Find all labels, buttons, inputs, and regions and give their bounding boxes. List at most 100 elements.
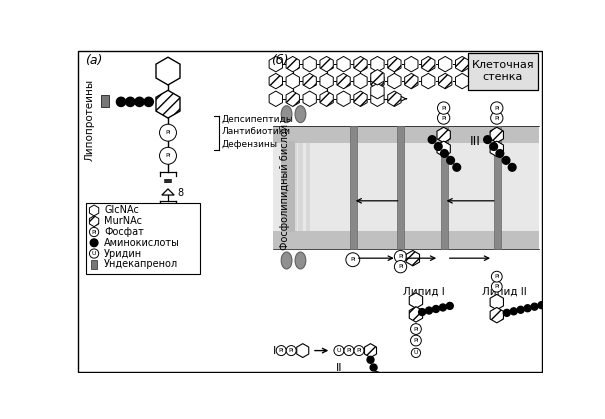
Text: Клеточная
стенка: Клеточная стенка [472, 60, 534, 82]
Circle shape [90, 249, 99, 258]
Polygon shape [523, 73, 537, 89]
Circle shape [517, 306, 524, 313]
Text: Pi: Pi [289, 348, 294, 353]
Circle shape [144, 97, 154, 106]
Circle shape [446, 303, 453, 309]
Polygon shape [296, 344, 309, 357]
Polygon shape [354, 73, 367, 89]
Circle shape [90, 228, 99, 237]
Text: Pi: Pi [278, 348, 284, 353]
Polygon shape [489, 73, 503, 89]
Polygon shape [506, 73, 520, 89]
Text: Депсипептиды: Депсипептиды [221, 115, 293, 124]
Polygon shape [437, 141, 450, 157]
FancyBboxPatch shape [468, 53, 538, 90]
Circle shape [439, 304, 446, 311]
Polygon shape [156, 57, 180, 85]
Circle shape [491, 102, 503, 114]
Circle shape [394, 261, 407, 273]
Circle shape [440, 150, 448, 157]
Circle shape [491, 112, 503, 124]
Polygon shape [354, 91, 367, 106]
Circle shape [490, 143, 497, 150]
Circle shape [428, 136, 436, 143]
Bar [273, 143, 539, 231]
Text: Pi: Pi [356, 348, 362, 353]
Text: Pi: Pi [413, 326, 419, 331]
Polygon shape [337, 73, 350, 89]
Polygon shape [371, 83, 384, 99]
Text: II: II [336, 362, 342, 372]
Circle shape [411, 335, 421, 346]
Text: U: U [92, 251, 96, 256]
Circle shape [453, 163, 460, 171]
Circle shape [346, 253, 360, 266]
Circle shape [394, 251, 407, 263]
Polygon shape [269, 73, 283, 89]
Polygon shape [354, 57, 367, 72]
Circle shape [502, 157, 510, 164]
Text: Pi: Pi [346, 348, 352, 353]
Circle shape [491, 271, 502, 282]
Polygon shape [439, 73, 452, 89]
Polygon shape [337, 91, 350, 106]
Polygon shape [371, 70, 384, 85]
Bar [91, 260, 97, 269]
Bar [397, 126, 404, 249]
Polygon shape [388, 57, 401, 72]
Text: Pi: Pi [441, 116, 446, 121]
Polygon shape [405, 57, 418, 72]
Circle shape [126, 97, 135, 106]
Polygon shape [388, 73, 401, 89]
Text: Дефензины: Дефензины [221, 140, 277, 149]
Circle shape [286, 346, 296, 356]
Polygon shape [371, 91, 384, 106]
Polygon shape [286, 73, 299, 89]
Bar [440, 126, 448, 249]
Bar [284, 143, 289, 231]
Polygon shape [439, 57, 452, 72]
Polygon shape [269, 57, 283, 72]
Polygon shape [320, 73, 333, 89]
Text: U: U [414, 350, 418, 355]
Circle shape [334, 346, 344, 356]
Polygon shape [269, 91, 283, 106]
Circle shape [160, 124, 177, 141]
Polygon shape [320, 91, 333, 106]
Polygon shape [409, 307, 423, 322]
Circle shape [503, 309, 510, 316]
Bar [306, 143, 310, 231]
Text: U: U [337, 348, 341, 353]
Text: Фосфолипидный бислой: Фосфолипидный бислой [280, 124, 290, 251]
Polygon shape [286, 91, 299, 106]
Circle shape [425, 307, 433, 314]
Text: Pi: Pi [413, 338, 419, 343]
Text: Pi: Pi [494, 106, 499, 111]
Circle shape [531, 303, 538, 310]
Polygon shape [490, 295, 503, 310]
Circle shape [437, 102, 450, 114]
Text: III: III [470, 134, 481, 147]
Ellipse shape [295, 106, 306, 123]
Text: (б): (б) [271, 54, 289, 67]
Text: GlcNAc: GlcNAc [104, 205, 139, 215]
Circle shape [411, 348, 420, 357]
Circle shape [354, 346, 364, 356]
Bar [350, 126, 357, 249]
Circle shape [433, 305, 439, 313]
Circle shape [135, 97, 144, 106]
Text: 2: 2 [177, 211, 183, 221]
Ellipse shape [281, 252, 292, 269]
Polygon shape [320, 57, 333, 72]
Text: Pi: Pi [494, 284, 499, 289]
Polygon shape [303, 91, 316, 106]
Polygon shape [303, 73, 316, 89]
Polygon shape [90, 216, 99, 227]
Polygon shape [456, 73, 469, 89]
Text: Липид I: Липид I [403, 286, 445, 296]
Circle shape [524, 305, 531, 312]
Text: Pi: Pi [165, 130, 171, 135]
Circle shape [538, 302, 545, 309]
Text: Pi: Pi [494, 116, 499, 121]
Polygon shape [286, 57, 299, 72]
